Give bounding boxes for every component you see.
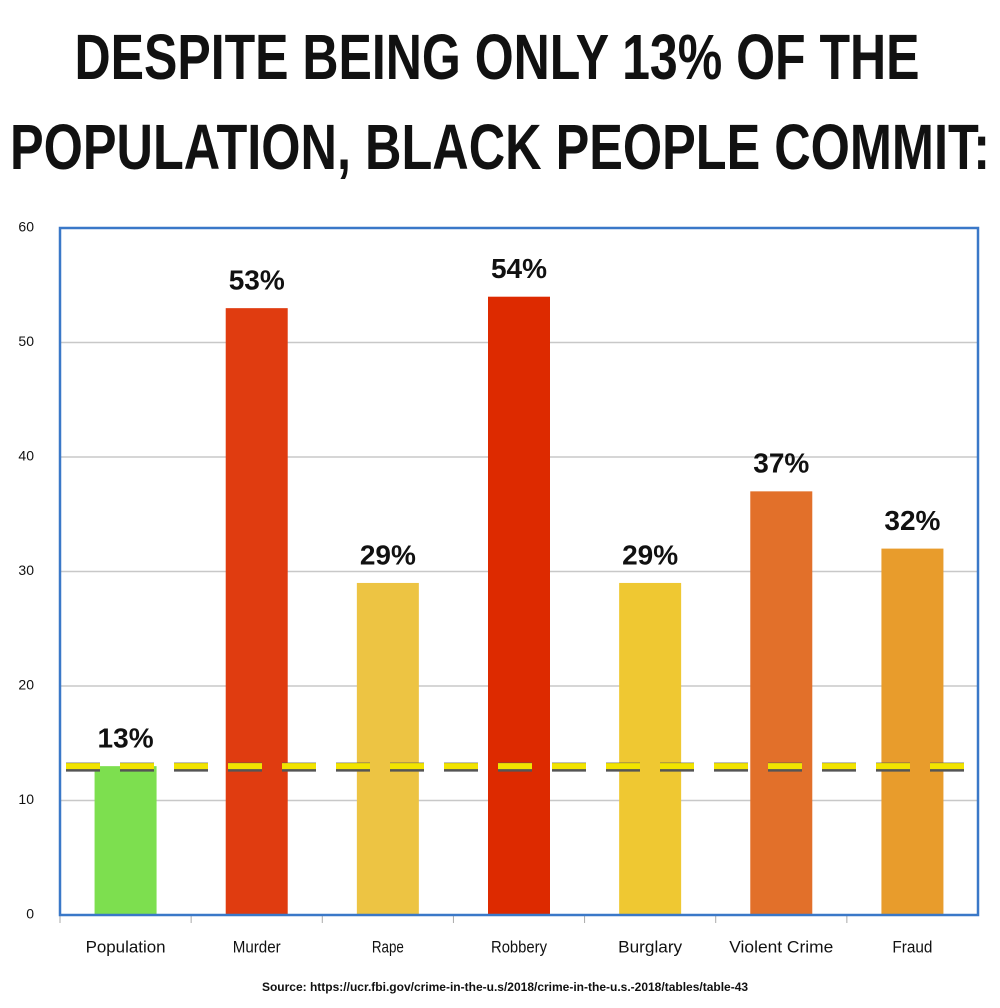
source: Source: https://ucr.fbi.gov/crime-in-the… — [262, 980, 748, 994]
y-tick-label: 0 — [26, 906, 34, 922]
chart-title: POPULATION, BLACK PEOPLE COMMIT: — [10, 111, 990, 183]
x-tick-label: Population — [86, 937, 166, 956]
bar — [225, 308, 288, 915]
bar — [488, 296, 550, 915]
x-tick-label: Fraud — [892, 937, 932, 956]
y-tick-label: 30 — [18, 562, 34, 578]
value-label: 29% — [360, 539, 416, 570]
y-tick-label: 20 — [18, 677, 34, 693]
x-tick-label: Burglary — [618, 937, 682, 956]
x-tick-label: Robbery — [491, 937, 547, 956]
value-label: 53% — [229, 265, 285, 296]
value-label: 32% — [884, 505, 940, 536]
plot-border — [58, 226, 980, 917]
y-tick-label: 40 — [18, 448, 34, 464]
value-label: 37% — [753, 448, 809, 479]
y-tick-label: 10 — [18, 791, 34, 807]
value-label: 13% — [98, 723, 154, 754]
value-label: 54% — [491, 253, 547, 284]
y-tick-label: 50 — [18, 333, 34, 349]
bar — [356, 582, 419, 915]
bar — [619, 582, 682, 915]
value-label: 29% — [622, 539, 678, 570]
chart-title: DESPITE BEING ONLY 13% OF THE — [75, 21, 920, 93]
y-tick-label: 60 — [18, 219, 34, 235]
x-tick-label: Murder — [233, 937, 281, 956]
bar — [881, 548, 944, 915]
x-tick-label: Violent Crime — [729, 937, 833, 956]
x-tick-label: Rape — [372, 937, 404, 956]
bar — [750, 491, 813, 915]
bar — [94, 766, 157, 915]
